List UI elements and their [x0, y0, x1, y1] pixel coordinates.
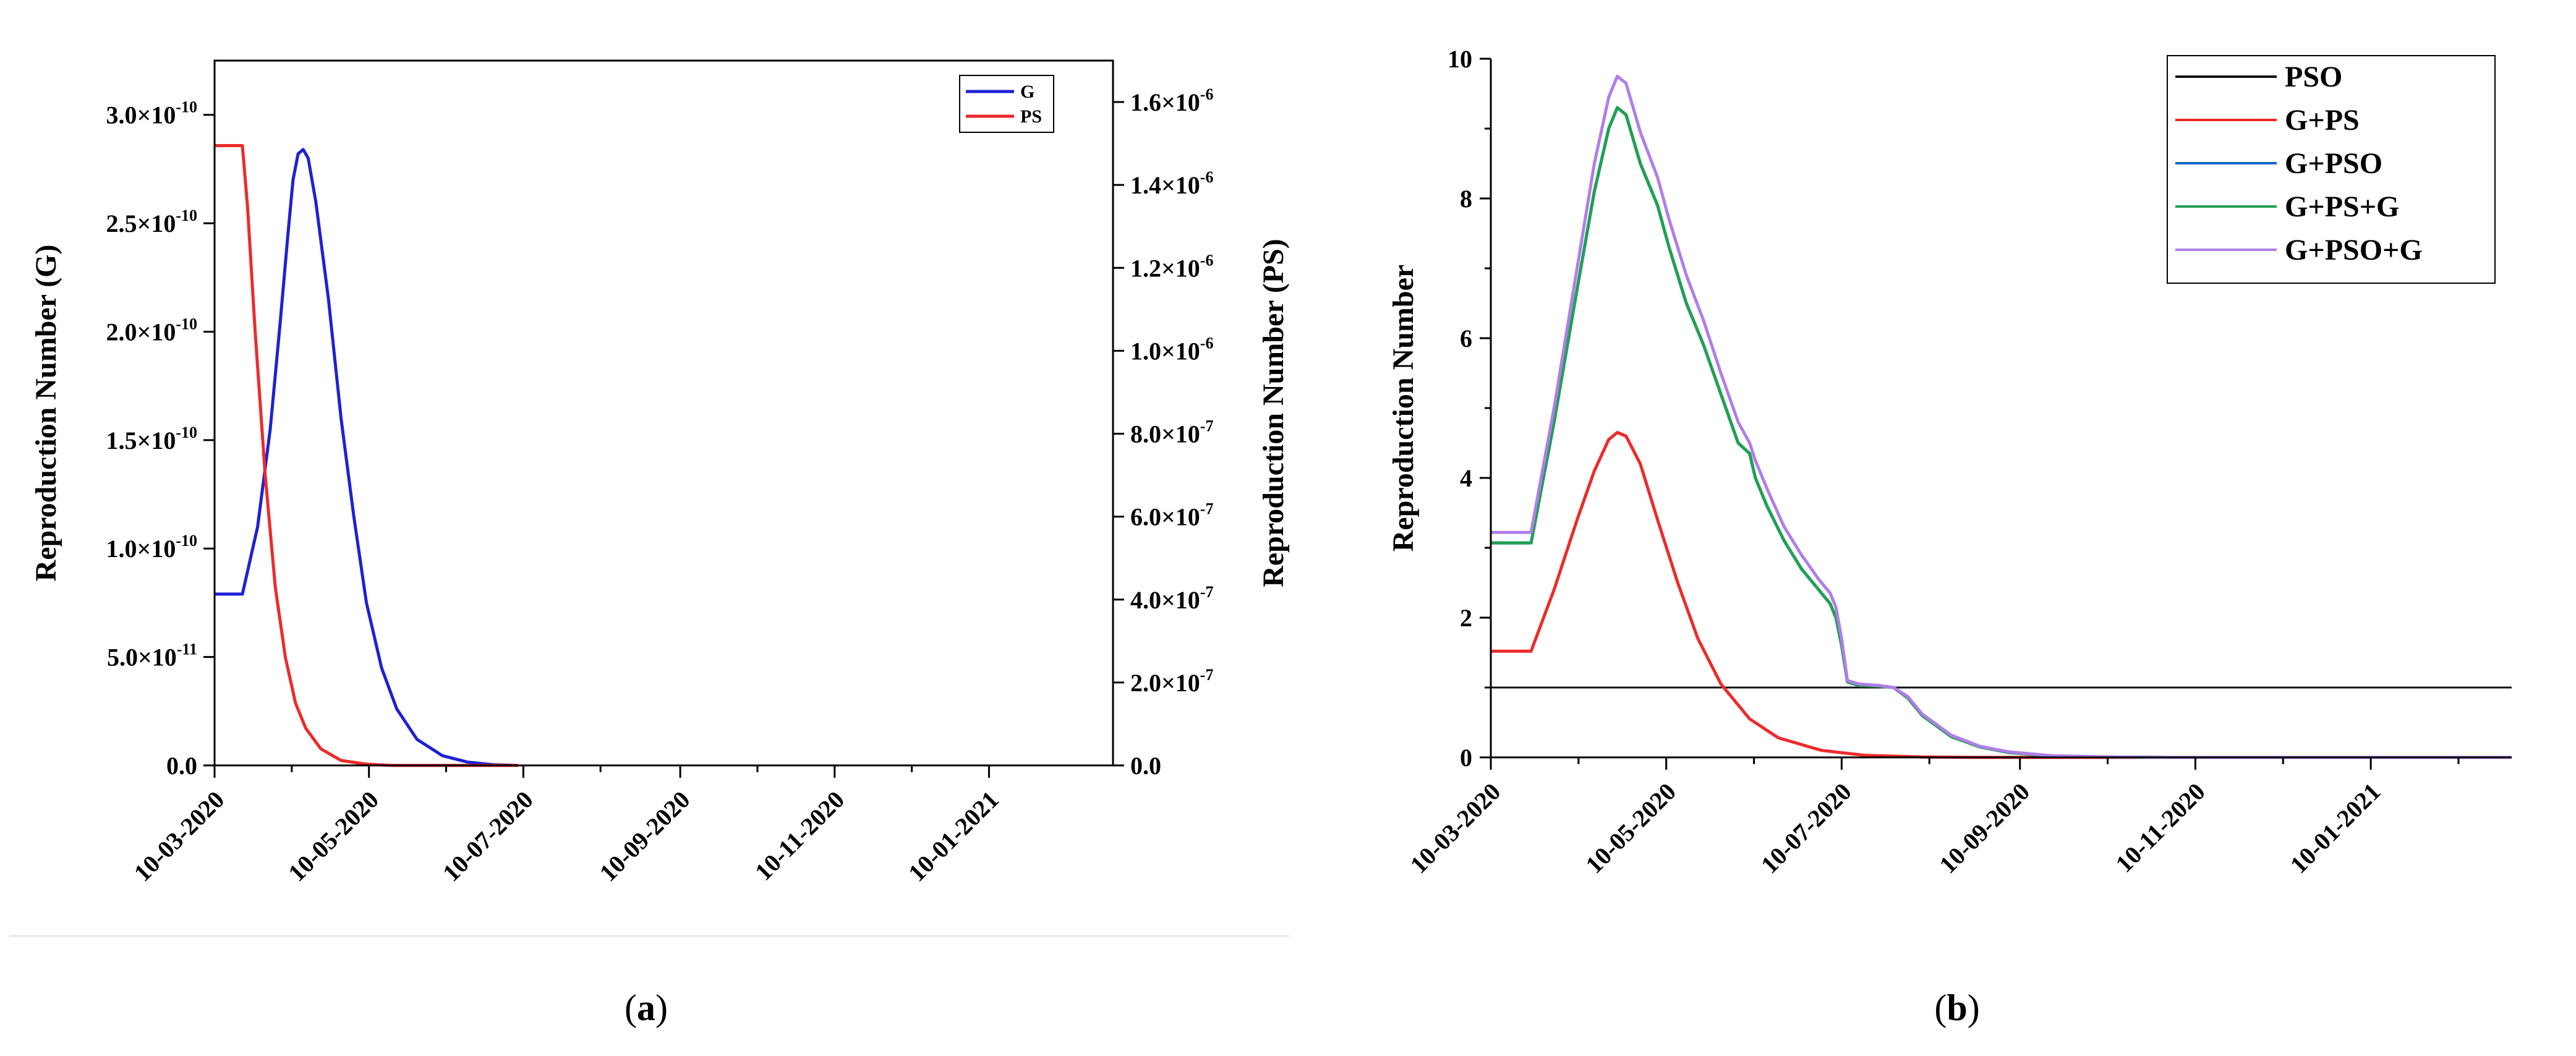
series-line-g	[215, 148, 519, 767]
caption-b: (b)	[1934, 987, 1979, 1028]
y-tick-label-right: 6.0×10-7	[1130, 500, 1213, 531]
caption-a: (a)	[625, 987, 668, 1028]
y-tick-label-right: 1.6×10-6	[1130, 85, 1213, 116]
y-tick-label-left: 3.0×10-10	[106, 98, 197, 129]
y-axis-label: Reproduction Number	[1387, 265, 1420, 551]
y-tick-label: 4	[1460, 464, 1472, 492]
y-tick-label-right: 1.0×10-6	[1130, 334, 1213, 365]
y-tick-label-right: 1.4×10-6	[1130, 168, 1213, 199]
series-line-g-ps	[1491, 431, 2512, 759]
y-axis-label-left: Reproduction Number (G)	[30, 245, 62, 582]
legend-b: PSO G+PS G+PSO G+PS+G G+PSO+G	[2167, 55, 2496, 284]
legend-label: G+PS	[2285, 104, 2360, 137]
legend-label: G	[1020, 82, 1034, 102]
y-axis-label-right: Reproduction Number (PS)	[1257, 239, 1290, 587]
legend-a: G PS	[959, 75, 1054, 133]
plot-frame-a	[213, 59, 1114, 767]
legend-label: G+PS+G	[2285, 190, 2399, 223]
legend-label: G+PSO	[2285, 147, 2382, 180]
series-line-ps	[215, 144, 519, 767]
y-tick-label: 8	[1460, 185, 1472, 213]
y-tick-label: 6	[1460, 325, 1472, 352]
y-tick-label-left: 1.0×10-10	[106, 532, 197, 563]
y-tick-label-left: 5.0×10-11	[107, 641, 197, 671]
y-tick-label-right: 8.0×10-7	[1130, 417, 1213, 448]
y-tick-label-left: 1.5×10-10	[106, 424, 197, 454]
legend-label: PSO	[2285, 61, 2342, 93]
y-tick-label: 0	[1460, 744, 1472, 772]
y-tick-label: 2	[1460, 604, 1472, 632]
legend-label: PS	[1020, 106, 1042, 127]
y-tick-label-right: 0.0	[1130, 752, 1161, 780]
y-tick-label: 10	[1448, 45, 1472, 73]
legend-label: G+PSO+G	[2285, 234, 2423, 266]
y-tick-label-right: 1.2×10-6	[1130, 251, 1213, 282]
legend-box	[959, 75, 1054, 133]
y-tick-label-right: 2.0×10-7	[1130, 666, 1213, 697]
y-tick-label-left: 0.0	[166, 752, 197, 780]
y-tick-label-right: 4.0×10-7	[1130, 583, 1213, 614]
legend-box	[2167, 55, 2496, 284]
series-line-g-pso-g	[1491, 74, 2512, 759]
